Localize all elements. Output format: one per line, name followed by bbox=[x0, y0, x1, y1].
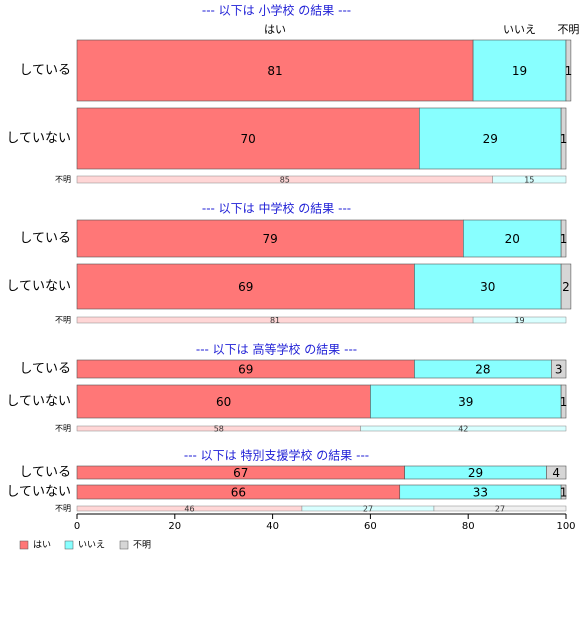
unknown-row-label: 不明 bbox=[55, 175, 71, 184]
bar-value: 28 bbox=[475, 363, 490, 377]
unknown-row-label: 不明 bbox=[55, 316, 71, 325]
bar-value: 70 bbox=[241, 132, 256, 146]
unknown-bar-value: 27 bbox=[495, 505, 505, 514]
legend-label: 不明 bbox=[133, 540, 151, 551]
bar-segment bbox=[565, 39, 572, 102]
bar-segment bbox=[560, 107, 567, 170]
unknown-bar-value: 81 bbox=[270, 316, 280, 325]
bar-segment bbox=[463, 219, 562, 258]
x-tick-label: 80 bbox=[462, 521, 475, 532]
bar-value: 29 bbox=[483, 132, 498, 146]
legend-swatch bbox=[64, 540, 74, 550]
bar-value: 29 bbox=[468, 466, 483, 480]
bar-segment bbox=[76, 384, 371, 419]
bar-segment bbox=[560, 219, 567, 258]
bar-value: 1 bbox=[560, 395, 568, 409]
bar-value: 39 bbox=[458, 395, 473, 409]
x-tick-label: 40 bbox=[266, 521, 279, 532]
bar-segment bbox=[560, 384, 567, 419]
panel-title: --- 以下は 小学校 の結果 --- bbox=[202, 3, 351, 18]
legend-swatch bbox=[19, 540, 29, 550]
bar-segment bbox=[551, 359, 567, 379]
bar-value: 30 bbox=[480, 280, 495, 294]
bar-segment bbox=[546, 465, 567, 480]
row-label: している bbox=[19, 465, 71, 480]
bar-value: 20 bbox=[505, 232, 520, 246]
bar-value: 2 bbox=[562, 280, 570, 294]
unknown-bar-value: 46 bbox=[184, 505, 194, 514]
bar-segment bbox=[370, 384, 562, 419]
unknown-bar-segment bbox=[492, 175, 567, 184]
bar-segment bbox=[76, 39, 474, 102]
row-label: している bbox=[19, 231, 71, 246]
bar-value: 60 bbox=[216, 395, 231, 409]
unknown-row-label: 不明 bbox=[55, 504, 71, 513]
x-tick-label: 60 bbox=[364, 521, 377, 532]
bar-value: 69 bbox=[238, 363, 253, 377]
bar-value: 1 bbox=[560, 132, 568, 146]
x-tick-label: 100 bbox=[556, 521, 575, 532]
bar-value: 1 bbox=[565, 64, 573, 78]
row-label: している bbox=[19, 63, 71, 78]
bar-value: 79 bbox=[263, 232, 278, 246]
row-label: していない bbox=[6, 131, 71, 146]
unknown-bar-segment bbox=[433, 505, 567, 512]
panel-title: --- 以下は 高等学校 の結果 --- bbox=[196, 342, 357, 357]
legend-label: いいえ bbox=[78, 540, 105, 551]
row-label: している bbox=[19, 362, 71, 377]
bar-value: 69 bbox=[238, 280, 253, 294]
unknown-bar-value: 85 bbox=[280, 176, 290, 185]
bar-segment bbox=[418, 107, 562, 170]
bar-value: 66 bbox=[231, 486, 246, 500]
bar-value: 19 bbox=[512, 64, 527, 78]
panel-title: --- 以下は 中学校 の結果 --- bbox=[202, 201, 351, 216]
bar-segment bbox=[414, 263, 562, 310]
bar-segment bbox=[560, 484, 567, 500]
unknown-bar-value: 58 bbox=[214, 425, 224, 434]
bar-value: 81 bbox=[267, 64, 282, 78]
unknown-bar-segment bbox=[472, 316, 567, 324]
bar-segment bbox=[560, 263, 572, 310]
panel-title: --- 以下は 特別支援学校 の結果 --- bbox=[184, 448, 369, 463]
bar-value: 3 bbox=[555, 363, 563, 377]
bar-value: 1 bbox=[560, 486, 568, 500]
row-label: していない bbox=[6, 394, 71, 409]
legend-label: はい bbox=[33, 540, 51, 551]
unknown-bar-value: 42 bbox=[458, 425, 468, 434]
unknown-bar-value: 19 bbox=[514, 316, 524, 325]
unknown-bar-value: 27 bbox=[363, 505, 373, 514]
unknown-bar-segment bbox=[360, 425, 567, 432]
bar-segment bbox=[76, 219, 464, 258]
unknown-bar-value: 15 bbox=[524, 176, 534, 185]
bar-value: 1 bbox=[560, 232, 568, 246]
x-tick-label: 20 bbox=[168, 521, 181, 532]
legend-swatch bbox=[119, 540, 129, 550]
row-label: していない bbox=[6, 279, 71, 294]
bar-value: 67 bbox=[233, 466, 248, 480]
x-tick-label: 0 bbox=[74, 521, 80, 532]
column-header-unknown: 不明 bbox=[557, 23, 579, 36]
unknown-row-label: 不明 bbox=[55, 424, 71, 433]
column-header-no: いいえ bbox=[503, 23, 536, 36]
bar-value: 4 bbox=[552, 466, 560, 480]
row-label: していない bbox=[6, 485, 71, 500]
column-header-yes: はい bbox=[264, 23, 286, 36]
bar-segment bbox=[472, 39, 567, 102]
bar-value: 33 bbox=[473, 486, 488, 500]
